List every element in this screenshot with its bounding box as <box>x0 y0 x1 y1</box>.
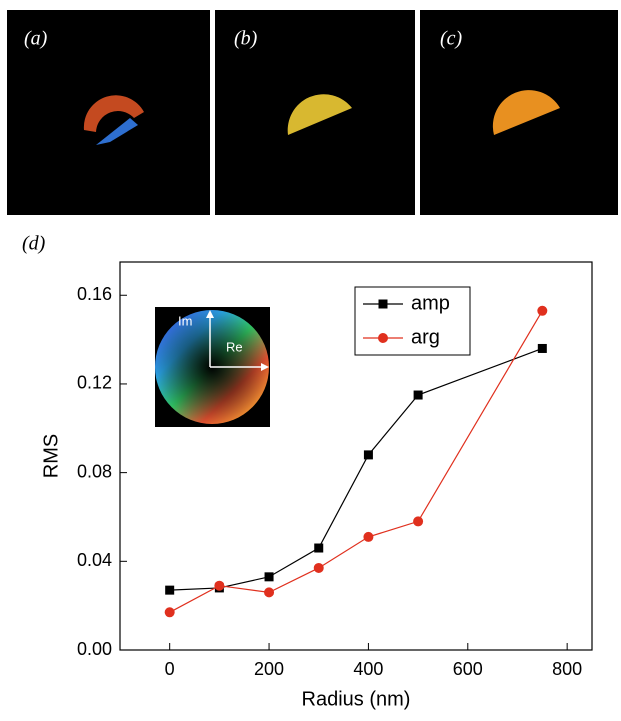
y-tick-label: 0.04 <box>77 550 112 570</box>
y-tick-label: 0.12 <box>77 373 112 393</box>
x-axis-label: Radius (nm) <box>302 688 411 710</box>
panel-label: (b) <box>234 28 258 50</box>
panel-label: (d) <box>22 233 46 255</box>
legend-label: arg <box>411 326 440 348</box>
y-tick-label: 0.16 <box>77 284 112 304</box>
x-tick-label: 0 <box>165 659 175 679</box>
marker <box>314 563 324 573</box>
marker <box>538 344 547 353</box>
figure: (a) (b) (c) (d) 0.00 0.04 0.08 0.12 0.16 0 200… <box>0 0 621 716</box>
legend-marker <box>378 333 388 343</box>
legend-label: amp <box>411 292 450 314</box>
y-tick-label: 0.00 <box>77 639 112 659</box>
marker <box>265 572 274 581</box>
x-tick-label: 200 <box>254 659 284 679</box>
x-tick-label: 800 <box>552 659 582 679</box>
marker <box>413 516 423 526</box>
legend-marker <box>379 300 388 309</box>
marker <box>165 586 174 595</box>
page: (a) (b) (c) (d) 0.00 0.04 0.08 0.12 0.16 0 200… <box>0 0 621 721</box>
panel-label: (a) <box>24 28 48 50</box>
panel-label: (c) <box>440 28 463 50</box>
y-axis-label: RMS <box>40 434 62 478</box>
plot: 0.00 0.04 0.08 0.12 0.16 0 200 400 600 800 Radius … <box>40 262 592 710</box>
x-tick-label: 600 <box>453 659 483 679</box>
marker <box>414 391 423 400</box>
marker <box>314 544 323 553</box>
inset-label: Re <box>226 339 243 354</box>
inset-label: Im <box>178 313 192 328</box>
marker <box>165 607 175 617</box>
marker <box>364 450 373 459</box>
y-tick-label: 0.08 <box>77 461 112 481</box>
x-tick-label: 400 <box>353 659 383 679</box>
marker <box>264 587 274 597</box>
marker <box>363 532 373 542</box>
marker <box>214 581 224 591</box>
marker <box>537 306 547 316</box>
